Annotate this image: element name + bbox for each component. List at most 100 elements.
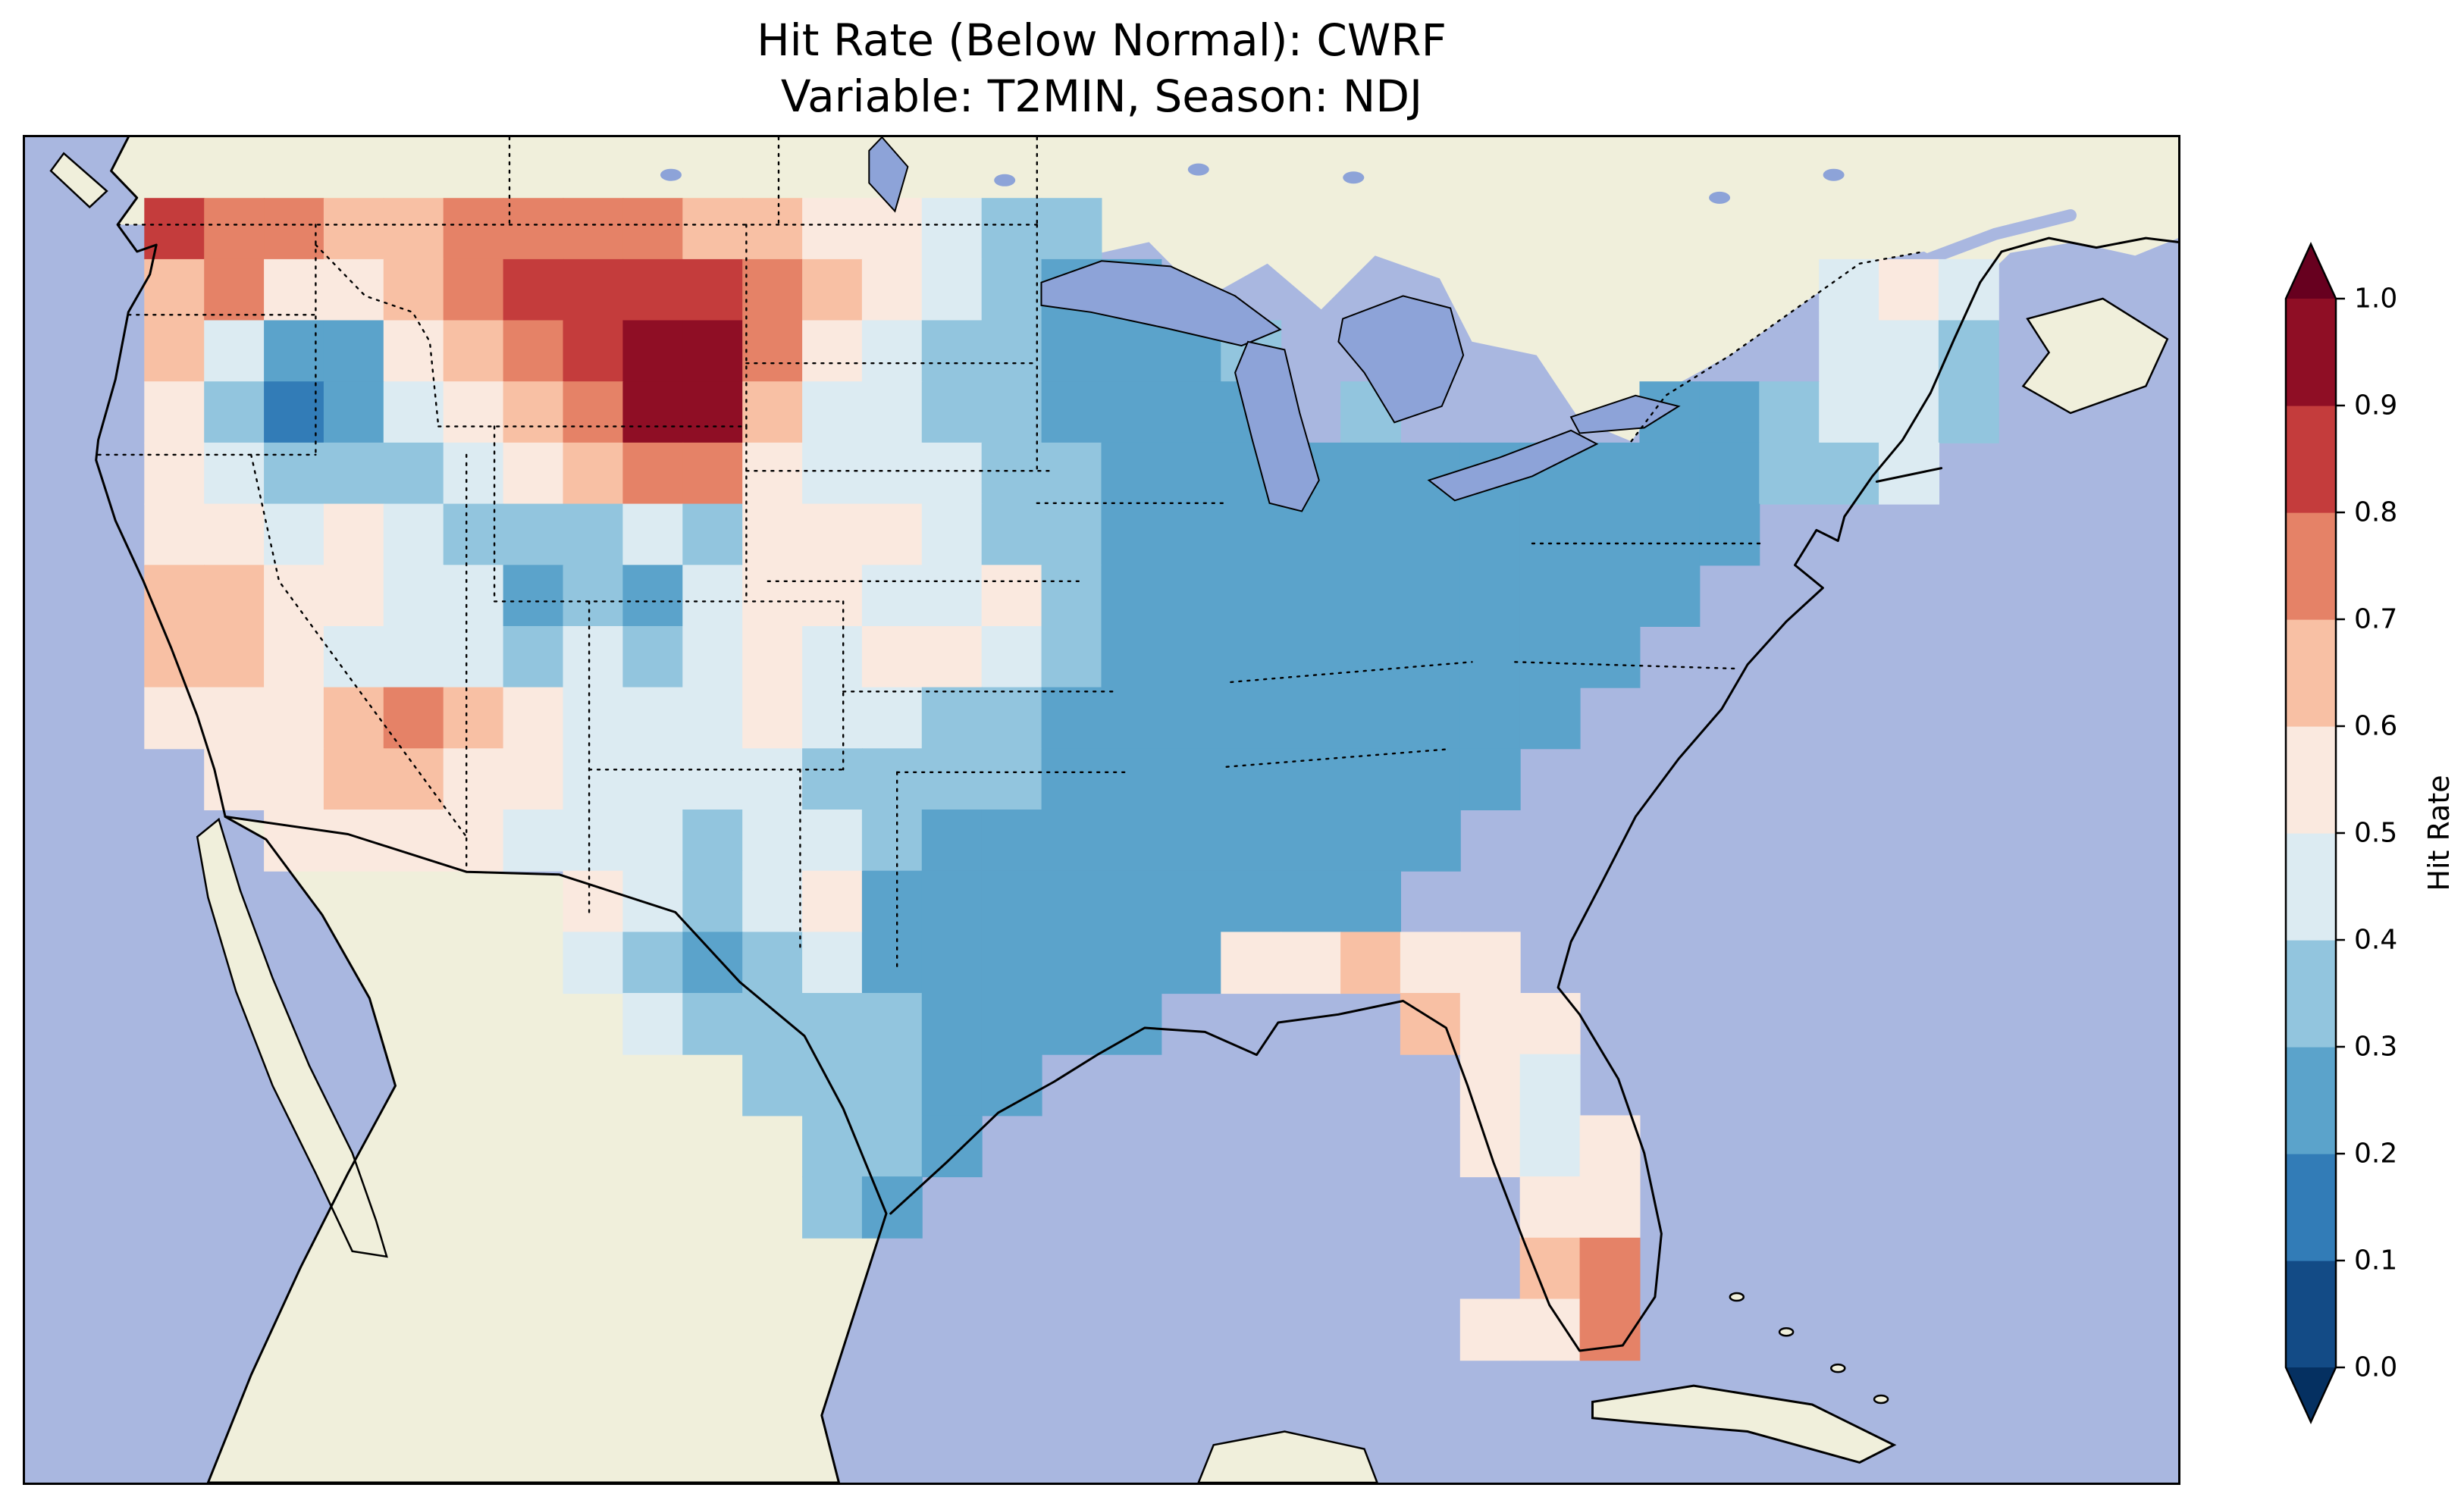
- heatmap-cell: [563, 503, 624, 566]
- heatmap-cell: [1519, 626, 1581, 688]
- heatmap-cell: [1519, 993, 1581, 1055]
- heatmap-cell: [503, 258, 564, 321]
- heatmap-cell: [742, 626, 804, 688]
- heatmap-cell: [1101, 870, 1162, 933]
- heatmap-cell: [1579, 1237, 1641, 1300]
- heatmap-cell: [1041, 198, 1102, 260]
- heatmap-cell: [622, 198, 684, 260]
- heatmap-cell: [1161, 870, 1222, 933]
- heatmap-cell: [622, 870, 684, 933]
- heatmap-cell: [323, 442, 384, 505]
- heatmap-cell: [443, 626, 504, 688]
- heatmap-cell: [323, 626, 384, 688]
- heatmap-cell: [921, 993, 983, 1055]
- heatmap-cell: [1400, 810, 1461, 872]
- land-baja-california: [196, 817, 388, 1258]
- heatmap-cell: [742, 1054, 804, 1117]
- heatmap-cell: [1579, 503, 1641, 566]
- heatmap-cell: [981, 810, 1042, 872]
- heatmap-cell: [861, 1176, 923, 1239]
- heatmap-cell: [682, 748, 744, 810]
- lake-superior: [1040, 260, 1282, 347]
- heatmap-cell: [921, 381, 983, 443]
- heatmap-cell: [1161, 748, 1222, 810]
- heatmap-cell: [682, 932, 744, 994]
- figure-title-line2: Variable: T2MIN, Season: NDJ: [780, 70, 1423, 123]
- heatmap-cell: [742, 503, 804, 566]
- heatmap-cell: [1459, 748, 1521, 810]
- heatmap-cell: [861, 320, 923, 383]
- heatmap-cell: [861, 442, 923, 505]
- bahamas-island: [1778, 1326, 1795, 1337]
- heatmap-cell: [1459, 687, 1521, 750]
- heatmap-cell: [802, 198, 863, 260]
- heatmap-cell: [204, 626, 265, 688]
- heatmap-cell: [622, 320, 684, 383]
- heatmap-cell: [1400, 687, 1461, 750]
- colorbar-tick-label: 0.0: [2354, 1352, 2397, 1383]
- heatmap-cell: [204, 198, 265, 260]
- heatmap-cell: [204, 503, 265, 566]
- small-lake: [1343, 171, 1365, 184]
- heatmap-cell: [323, 687, 384, 750]
- heatmap-cell: [1161, 381, 1222, 443]
- heatmap-cell: [1221, 870, 1282, 933]
- heatmap-cell: [742, 565, 804, 627]
- heatmap-cell: [443, 198, 504, 260]
- heatmap-cell: [682, 993, 744, 1055]
- heatmap-cell: [921, 442, 983, 505]
- heatmap-cell: [1400, 993, 1461, 1055]
- heatmap-cell: [981, 870, 1042, 933]
- heatmap-cell: [861, 810, 923, 872]
- colorbar-band: [2286, 619, 2336, 727]
- colorbar-tick-label: 0.2: [2354, 1139, 2397, 1170]
- heatmap-cell: [802, 748, 863, 810]
- heatmap-cell: [742, 748, 804, 810]
- heatmap-cell: [981, 748, 1042, 810]
- heatmap-cell: [264, 320, 324, 383]
- lake-huron: [1337, 295, 1465, 424]
- colorbar-tick-label: 0.3: [2354, 1032, 2397, 1063]
- colorbar-tick-label: 0.8: [2354, 497, 2397, 528]
- heatmap-cell: [861, 932, 923, 994]
- heatmap-cell: [264, 258, 324, 321]
- heatmap-cell: [1161, 626, 1222, 688]
- heatmap-cell: [1400, 565, 1461, 627]
- heatmap-cell: [1221, 748, 1282, 810]
- heatmap-cell: [802, 687, 863, 750]
- heatmap-cell: [1281, 565, 1342, 627]
- heatmap-cell: [622, 932, 684, 994]
- lake-ontario: [1569, 394, 1681, 434]
- heatmap-cell: [682, 810, 744, 872]
- heatmap-cell: [921, 503, 983, 566]
- heatmap-cell: [264, 503, 324, 566]
- heatmap-cell: [622, 565, 684, 627]
- heatmap-cell: [1639, 503, 1701, 566]
- heatmap-cell: [1639, 442, 1701, 505]
- heatmap-cell: [682, 381, 744, 443]
- heatmap-cell: [563, 870, 624, 933]
- colorbar-tick-label: 0.5: [2354, 818, 2397, 849]
- colorbar-label: Hit Rate: [2422, 775, 2456, 891]
- heatmap-cell: [443, 320, 504, 383]
- land-vancouver-island: [49, 152, 108, 209]
- heatmap-cell: [921, 687, 983, 750]
- heatmap-cell: [861, 1054, 923, 1117]
- heatmap-cell: [622, 626, 684, 688]
- heatmap-cell: [503, 748, 564, 810]
- heatmap-cell: [682, 626, 744, 688]
- colorbar-tick-label: 0.4: [2354, 925, 2397, 956]
- heatmap-cell: [1101, 381, 1162, 443]
- heatmap-cell: [563, 687, 624, 750]
- heatmap-cell: [1161, 503, 1222, 566]
- heatmap-cell: [921, 748, 983, 810]
- bahamas-island: [1873, 1394, 1889, 1405]
- heatmap-cell: [1519, 1237, 1581, 1300]
- heatmap-cell: [1041, 687, 1102, 750]
- heatmap-cell: [921, 870, 983, 933]
- heatmap-cell: [921, 626, 983, 688]
- heatmap-cell: [383, 748, 444, 810]
- heatmap-cell: [1221, 503, 1282, 566]
- heatmap-cell: [563, 748, 624, 810]
- colorbar-band: [2286, 1154, 2336, 1261]
